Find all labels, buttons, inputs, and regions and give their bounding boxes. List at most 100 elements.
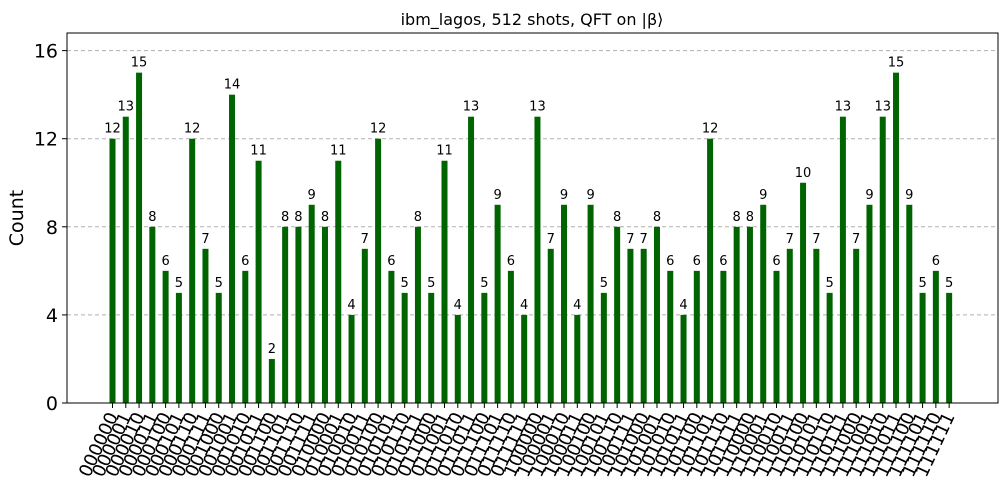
bar-value-label: 13 <box>835 100 852 115</box>
bar-011111 <box>521 314 528 403</box>
bar-value-label: 7 <box>640 232 648 247</box>
chart-title: ibm_lagos, 512 shots, QFT on |β⟩ <box>401 10 664 30</box>
bar-value-label: 12 <box>184 122 201 137</box>
bar-value-label: 8 <box>414 210 422 225</box>
bar-value-label: 6 <box>161 254 169 269</box>
bar-100010 <box>561 204 568 403</box>
bar-111001 <box>866 204 873 403</box>
bar-value-label: 13 <box>874 100 891 115</box>
bar-value-label: 13 <box>529 100 546 115</box>
bar-111000 <box>853 248 860 403</box>
bar-011000 <box>428 292 435 403</box>
bar-value-label: 6 <box>241 254 249 269</box>
bar-value-label: 8 <box>746 210 754 225</box>
bar-value-label: 13 <box>463 100 480 115</box>
bar-101111 <box>733 226 740 403</box>
bar-100111 <box>627 248 634 403</box>
bar-101101 <box>707 138 714 403</box>
bar-011110 <box>507 270 514 403</box>
bar-001110 <box>295 226 302 403</box>
bar-101001 <box>653 226 660 403</box>
bar-111100 <box>906 204 913 403</box>
bar-value-label: 8 <box>613 210 621 225</box>
bar-value-label: 13 <box>118 100 135 115</box>
bar-011100 <box>481 292 488 403</box>
bar-101000 <box>640 248 647 403</box>
bar-100001 <box>547 248 554 403</box>
bar-000100 <box>162 270 169 403</box>
bar-110111 <box>839 116 846 403</box>
bar-000110 <box>189 138 196 403</box>
bar-011101 <box>494 204 501 403</box>
bar-value-label: 9 <box>586 188 594 203</box>
bar-010001 <box>335 160 342 403</box>
bar-101100 <box>693 270 700 403</box>
bar-value-label: 8 <box>321 210 329 225</box>
bar-010000 <box>321 226 328 403</box>
bar-000001 <box>122 116 129 403</box>
bar-value-label: 9 <box>905 188 913 203</box>
bar-010100 <box>375 138 382 403</box>
bar-value-label: 6 <box>666 254 674 269</box>
bar-101010 <box>667 270 674 403</box>
y-tick-label: 4 <box>46 305 58 327</box>
bar-value-label: 9 <box>493 188 501 203</box>
bar-000000 <box>109 138 116 403</box>
bar-000010 <box>136 72 143 404</box>
bar-value-label: 11 <box>330 144 347 159</box>
bar-100100 <box>587 204 594 403</box>
y-tick-label: 12 <box>34 129 58 151</box>
bar-001000 <box>215 292 222 403</box>
bar-value-label: 8 <box>733 210 741 225</box>
bar-000011 <box>149 226 156 403</box>
bar-value-label: 5 <box>825 276 833 291</box>
bar-101011 <box>680 314 687 403</box>
bar-011010 <box>454 314 461 403</box>
bar-110010 <box>773 270 780 403</box>
bar-111110 <box>932 270 939 403</box>
bar-value-label: 4 <box>573 298 581 313</box>
bar-001010 <box>242 270 249 403</box>
y-tick-label: 16 <box>34 41 58 63</box>
x-axis-ticks: 0000000000010000100000110001000001010001… <box>75 403 960 480</box>
bar-value-label: 6 <box>507 254 515 269</box>
bar-value-label: 7 <box>626 232 634 247</box>
y-axis-label: Count <box>6 190 28 246</box>
bar-010011 <box>361 248 368 403</box>
bar-value-label: 12 <box>702 122 719 137</box>
bar-value-label: 7 <box>201 232 209 247</box>
bar-value-label: 9 <box>865 188 873 203</box>
bar-010101 <box>388 270 395 403</box>
bar-001111 <box>308 204 315 403</box>
bar-value-label: 5 <box>600 276 608 291</box>
bar-value-label: 8 <box>653 210 661 225</box>
bar-value-label: 5 <box>945 276 953 291</box>
bar-001001 <box>229 94 236 404</box>
bar-110110 <box>826 292 833 403</box>
bar-value-label: 15 <box>888 56 905 71</box>
bar-110000 <box>746 226 753 403</box>
bar-value-label: 15 <box>131 56 148 71</box>
bar-111111 <box>946 292 953 403</box>
bar-011011 <box>468 116 475 403</box>
bar-010010 <box>348 314 355 403</box>
bar-value-label: 12 <box>370 122 387 137</box>
bar-001100 <box>268 358 275 403</box>
bar-001011 <box>255 160 262 403</box>
bar-value-label: 4 <box>347 298 355 313</box>
bar-110011 <box>786 248 793 403</box>
bar-010110 <box>401 292 408 403</box>
bar-value-label: 5 <box>175 276 183 291</box>
bar-value-label: 5 <box>918 276 926 291</box>
bar-110101 <box>813 248 820 403</box>
bar-010111 <box>414 226 421 403</box>
bar-value-label: 12 <box>104 122 121 137</box>
bar-111101 <box>919 292 926 403</box>
bar-value-label: 8 <box>281 210 289 225</box>
grid <box>67 50 998 316</box>
bar-001101 <box>282 226 289 403</box>
bar-000111 <box>202 248 209 403</box>
bar-111011 <box>893 72 900 404</box>
